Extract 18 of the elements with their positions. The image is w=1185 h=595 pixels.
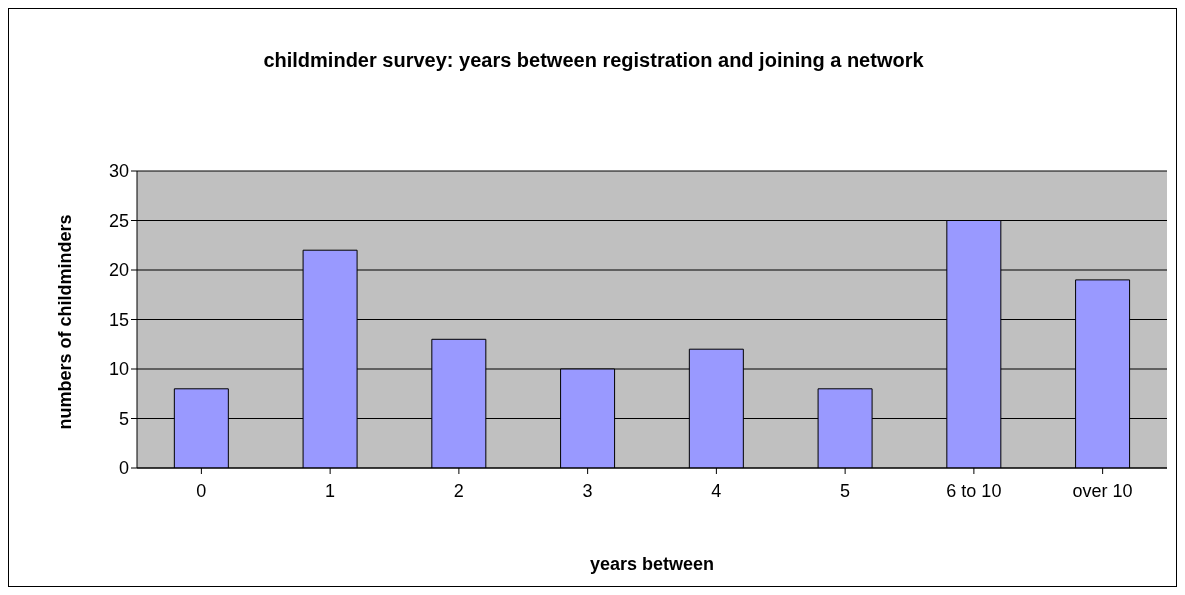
x-tick-label: 6 to 10 — [946, 480, 1002, 501]
x-tick-label: 3 — [582, 480, 593, 501]
chart-title: childminder survey: years between registration and joining a network — [263, 48, 924, 73]
x-tick-label: 4 — [711, 480, 722, 501]
y-tick-label: 0 — [118, 458, 129, 479]
x-axis-title: years between — [589, 554, 715, 574]
y-tick-label: 5 — [118, 408, 129, 429]
x-tick-label: 1 — [325, 480, 336, 501]
y-tick-label: 20 — [108, 260, 129, 281]
y-tick-label: 15 — [108, 309, 129, 330]
y-tick-label: 10 — [108, 359, 129, 380]
y-axis-title: numbers of childminders — [55, 214, 76, 430]
x-tick-label: over 10 — [1072, 480, 1133, 501]
y-tick-label: 30 — [108, 161, 129, 182]
y-tick-label: 25 — [108, 210, 129, 231]
x-tick-label: 2 — [453, 480, 464, 501]
x-tick-label: 0 — [196, 480, 207, 501]
x-tick-label: 5 — [840, 480, 851, 501]
